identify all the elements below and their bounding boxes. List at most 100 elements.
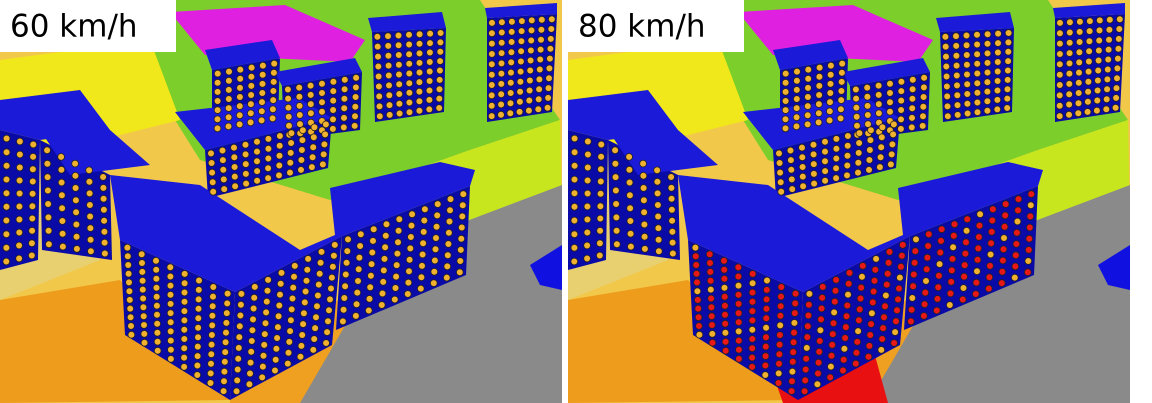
receiver-point xyxy=(782,79,789,86)
receiver-point xyxy=(330,116,337,123)
receiver-point xyxy=(842,335,849,342)
receiver-point xyxy=(254,138,261,145)
receiver-point xyxy=(598,141,605,148)
receiver-point xyxy=(446,218,453,225)
receiver-point xyxy=(366,296,373,303)
receiver-point xyxy=(406,268,413,275)
receiver-point xyxy=(788,166,795,173)
receiver-point xyxy=(458,224,465,231)
receiver-point xyxy=(536,76,543,83)
receiver-point xyxy=(975,245,982,252)
receiver-point xyxy=(369,249,376,256)
receiver-point xyxy=(921,74,928,81)
receiver-point xyxy=(844,302,851,309)
receiver-point xyxy=(87,213,94,220)
receiver-point xyxy=(1085,68,1092,75)
receiver-point xyxy=(519,18,526,25)
receiver-point xyxy=(843,324,850,331)
receiver-point xyxy=(271,69,278,76)
receiver-point xyxy=(46,241,53,248)
receiver-point xyxy=(498,91,505,98)
receiver-point xyxy=(898,125,905,132)
receiver-point xyxy=(1106,16,1113,23)
receiver-point xyxy=(854,122,861,129)
receiver-point xyxy=(265,165,272,172)
receiver-point xyxy=(974,268,981,275)
receiver-point xyxy=(126,297,133,304)
receiver-point xyxy=(721,257,728,264)
receiver-point xyxy=(436,86,443,93)
receiver-point xyxy=(1075,110,1082,117)
receiver-point xyxy=(427,49,434,56)
receiver-point xyxy=(763,315,770,322)
receiver-point xyxy=(799,173,806,180)
receiver-point xyxy=(1002,212,1009,219)
receiver-point xyxy=(810,151,817,158)
receiver-point xyxy=(1105,46,1112,53)
receiver-point xyxy=(406,89,413,96)
receiver-point xyxy=(488,61,495,68)
receiver-point xyxy=(208,341,215,348)
receiver-point xyxy=(374,33,381,40)
receiver-point xyxy=(236,112,243,119)
receiver-point xyxy=(640,172,647,179)
receiver-point xyxy=(944,113,951,120)
receiver-point xyxy=(45,201,52,208)
receiver-point xyxy=(214,70,221,77)
receiver-point xyxy=(735,310,742,317)
receiver-point xyxy=(1067,19,1074,26)
receiver-point xyxy=(288,130,295,137)
receiver-point xyxy=(856,306,863,313)
receiver-point xyxy=(181,364,188,371)
receiver-point xyxy=(416,79,423,86)
receiver-point xyxy=(762,372,769,379)
receiver-point xyxy=(1076,59,1083,66)
receiver-point xyxy=(1000,257,1007,264)
receiver-point xyxy=(838,106,845,113)
receiver-point xyxy=(974,70,981,77)
receiver-point xyxy=(154,347,161,354)
receiver-point xyxy=(898,116,905,123)
receiver-point xyxy=(408,234,415,241)
receiver-point xyxy=(984,79,991,86)
receiver-point xyxy=(804,112,811,119)
receiver-point xyxy=(859,263,866,270)
receiver-point xyxy=(406,60,413,67)
receiver-point xyxy=(811,180,818,187)
receiver-point xyxy=(341,295,348,302)
receiver-point xyxy=(259,374,266,381)
receiver-point xyxy=(990,206,997,213)
receiver-point xyxy=(231,173,238,180)
receiver-point xyxy=(584,190,591,197)
receiver-point xyxy=(1094,87,1101,94)
receiver-point xyxy=(419,251,426,258)
receiver-point xyxy=(880,325,887,332)
receiver-point xyxy=(864,103,871,110)
receiver-point xyxy=(1112,104,1119,111)
receiver-point xyxy=(669,239,676,246)
receiver-point xyxy=(943,53,950,60)
receiver-point xyxy=(988,229,995,236)
receiver-point xyxy=(546,75,553,82)
receiver-point xyxy=(222,339,229,346)
receiver-point xyxy=(508,59,515,66)
receiver-point xyxy=(871,277,878,284)
receiver-point xyxy=(953,72,960,79)
receiver-point xyxy=(804,103,811,110)
receiver-point xyxy=(584,242,591,249)
receiver-point xyxy=(270,106,277,113)
receiver-point xyxy=(139,269,146,276)
receiver-point xyxy=(818,305,825,312)
receiver-point xyxy=(100,195,107,202)
receiver-point xyxy=(943,63,950,70)
receiver-point xyxy=(331,242,338,249)
receiver-point xyxy=(207,380,214,387)
receiver-point xyxy=(87,236,94,243)
receiver-point xyxy=(222,349,229,356)
receiver-point xyxy=(370,238,377,245)
receiver-point xyxy=(826,108,833,115)
receiver-point xyxy=(654,167,661,174)
receiver-point xyxy=(287,328,294,335)
receiver-point xyxy=(855,150,862,157)
receiver-point xyxy=(489,20,496,27)
